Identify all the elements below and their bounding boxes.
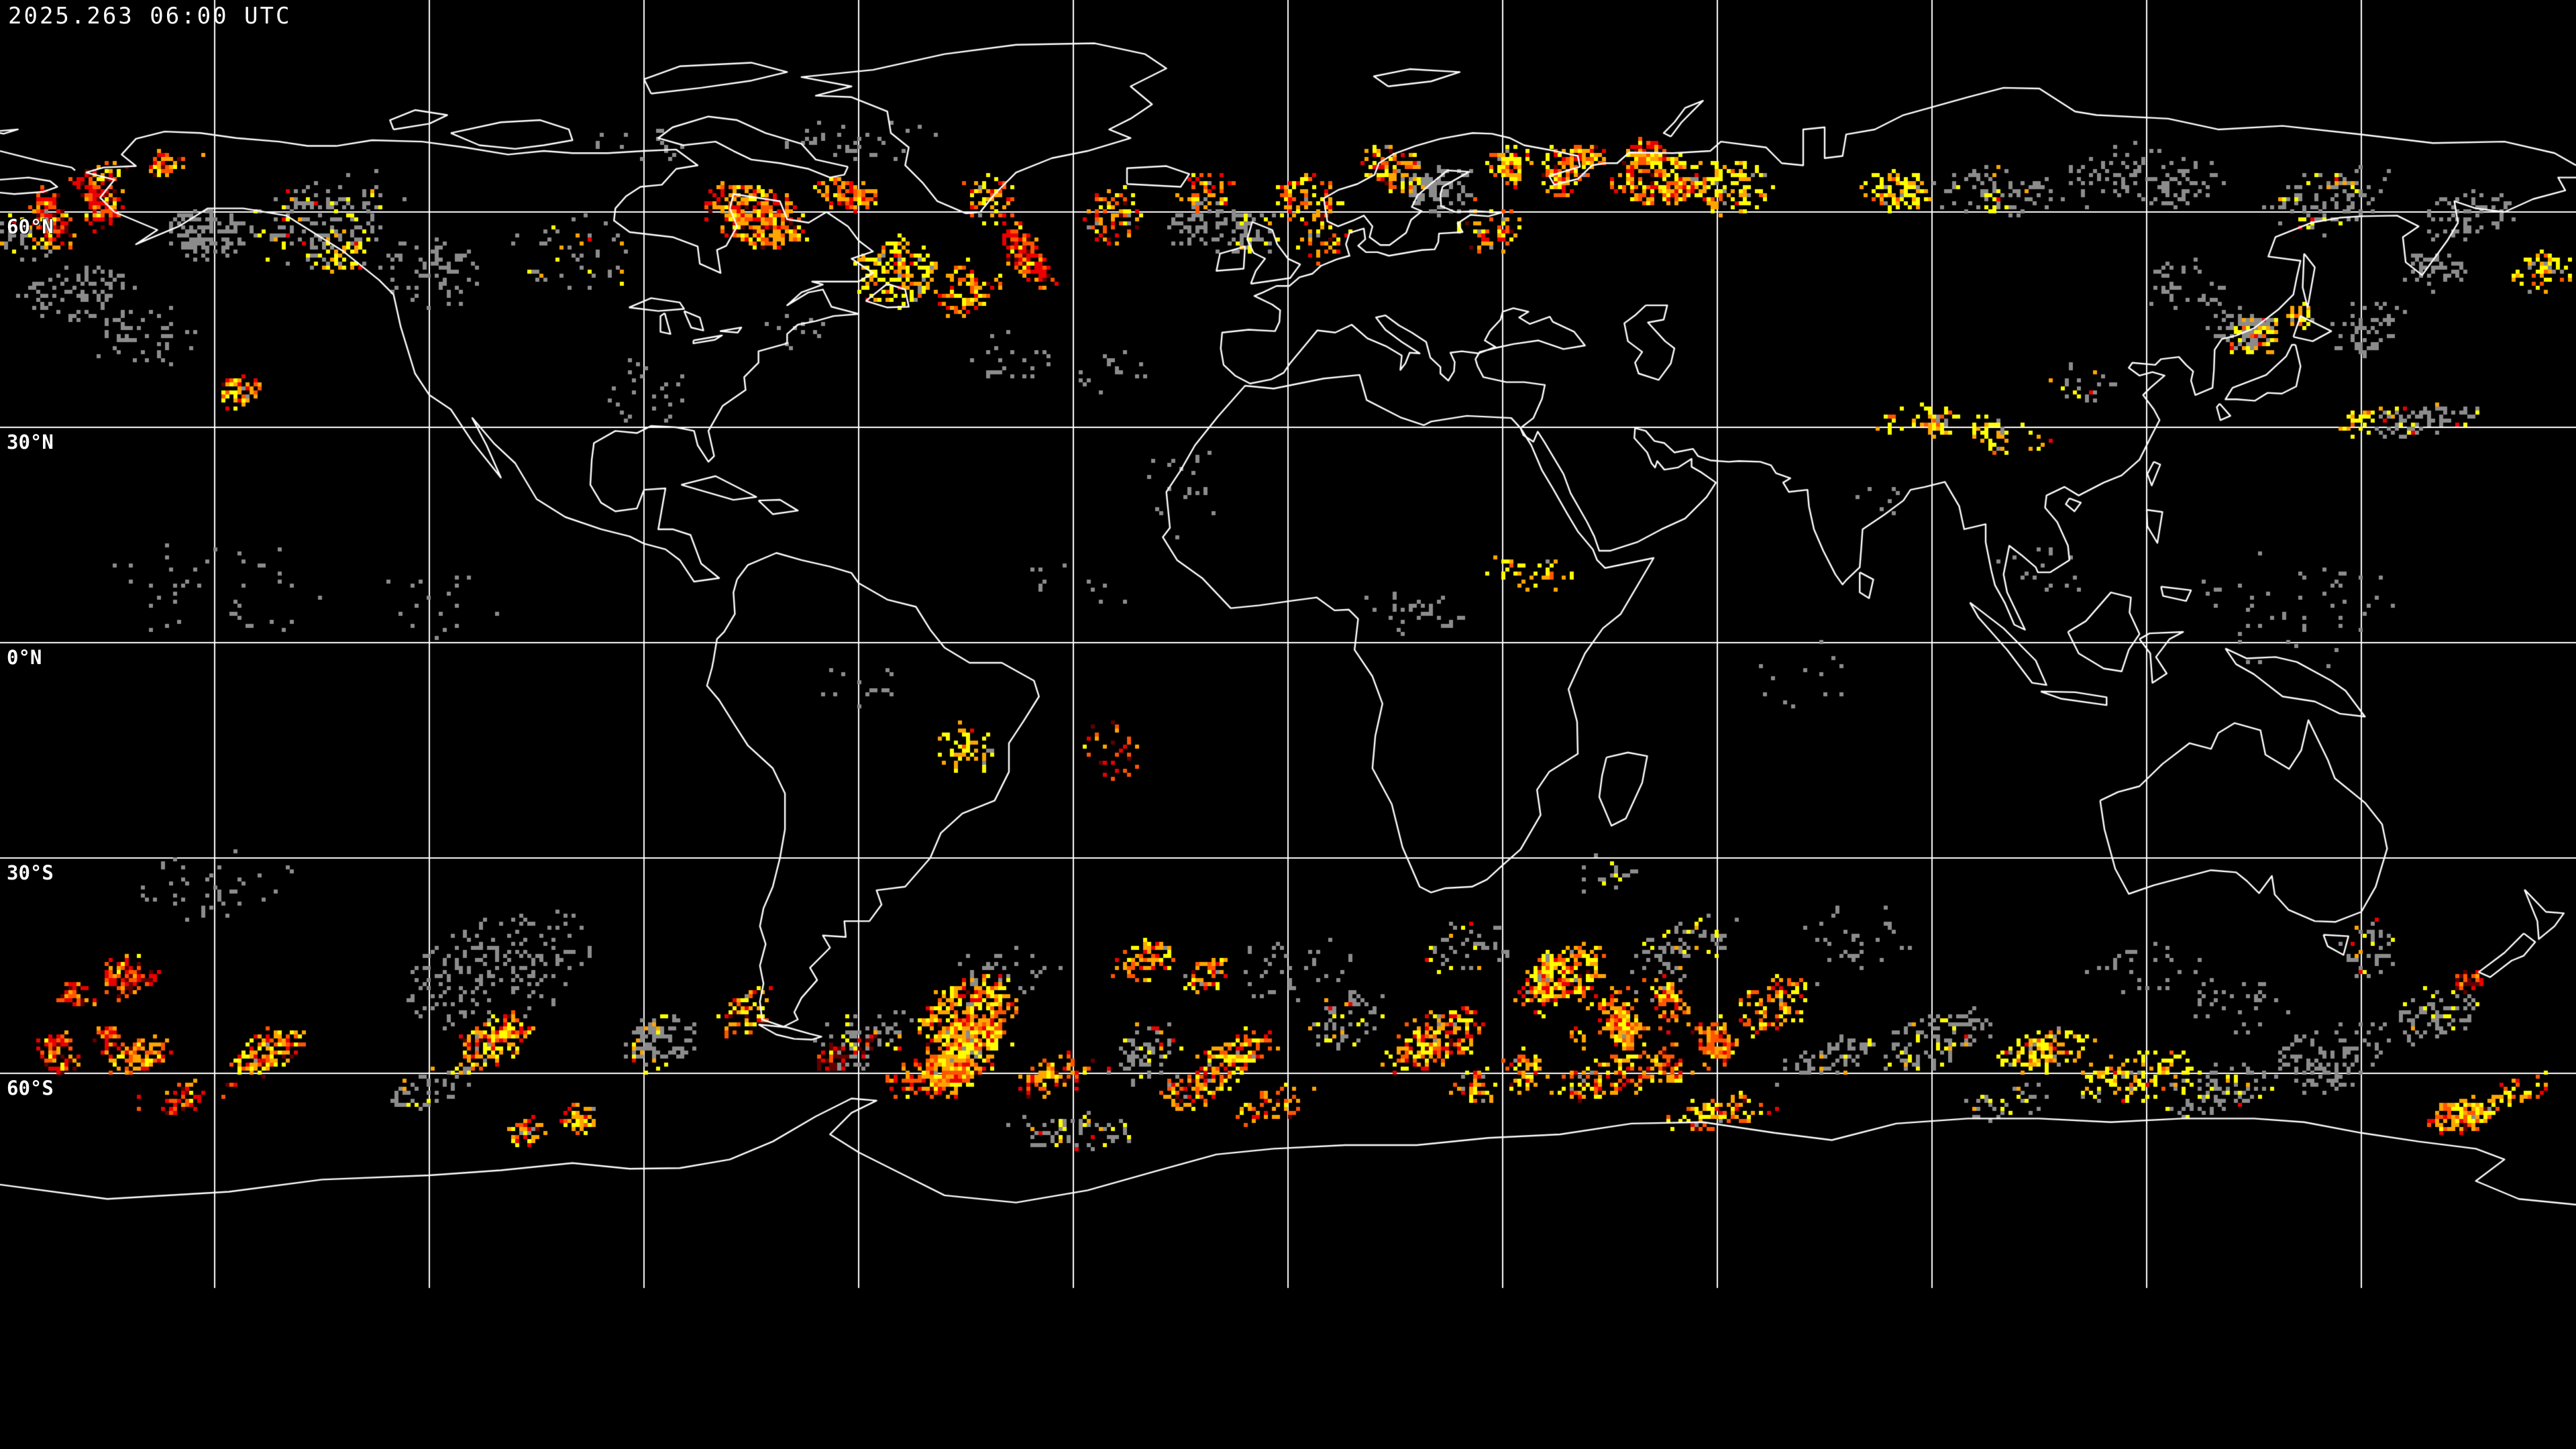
timestamp: 2025.263 06:00 UTC: [8, 3, 292, 30]
latitude-label-60n: 60°N: [7, 215, 54, 238]
latitude-label-60s: 60°S: [7, 1077, 54, 1099]
latitude-label-0n: 0°N: [7, 646, 42, 669]
legend-bar: SLW Large Drop Index 13.5-16 16-19 19-22…: [0, 1291, 2576, 1449]
latitude-label-30n: 30°N: [7, 431, 54, 453]
latitude-label-30s: 30°S: [7, 861, 54, 884]
